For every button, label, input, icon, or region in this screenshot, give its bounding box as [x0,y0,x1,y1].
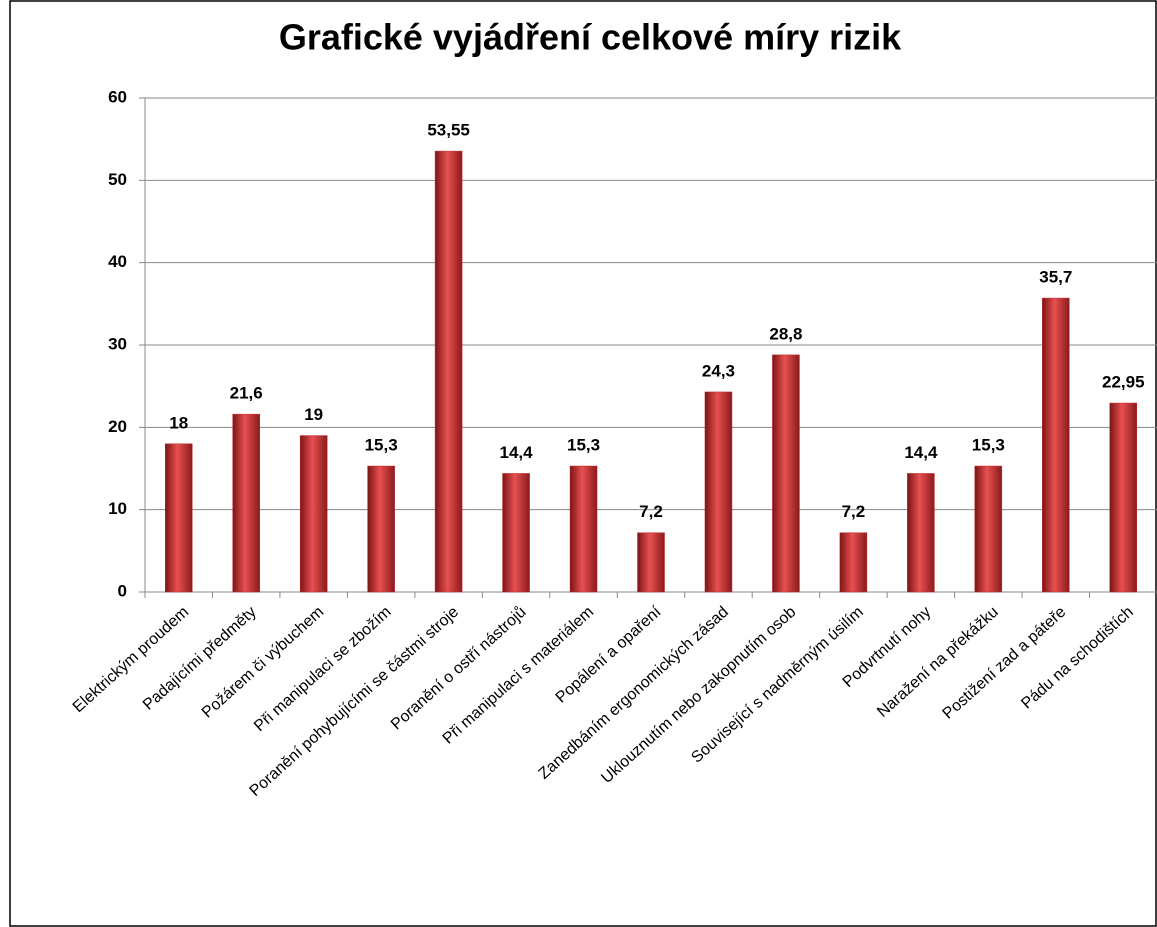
bar [232,413,260,593]
y-tick-label: 10 [108,499,127,518]
bar [772,354,800,593]
bar [637,532,665,593]
bar [367,465,395,593]
value-label: 53,55 [427,121,470,140]
value-label: 18 [169,413,188,432]
value-label: 15,3 [365,436,398,455]
value-label: 35,7 [1039,268,1072,287]
chart-border [9,0,1157,927]
bar [569,465,598,593]
y-tick-label: 50 [108,170,127,189]
bar [1042,297,1070,593]
bar [704,391,733,593]
value-label: 14,4 [500,443,534,462]
y-tick-label: 30 [108,334,127,353]
bar [434,150,463,593]
bar [974,465,1003,593]
bar [164,443,193,593]
y-tick-label: 60 [108,87,127,106]
value-label: 15,3 [972,436,1005,455]
value-label: 15,3 [567,436,600,455]
bar [839,532,868,593]
value-label: 28,8 [769,324,802,343]
y-tick-label: 40 [108,252,127,271]
chart-title: Grafické vyjádření celkové míry rizik [279,17,902,58]
value-label: 21,6 [230,384,263,403]
bar [299,435,328,593]
value-label: 7,2 [842,502,866,521]
value-label: 14,4 [904,443,938,462]
bar [502,473,530,593]
bar [907,473,935,593]
y-tick-label: 20 [108,417,127,436]
value-label: 19 [304,405,323,424]
bar [1109,402,1138,593]
value-label: 22,95 [1102,373,1145,392]
value-label: 7,2 [639,502,663,521]
y-tick-label: 0 [118,581,127,600]
value-label: 24,3 [702,361,735,380]
